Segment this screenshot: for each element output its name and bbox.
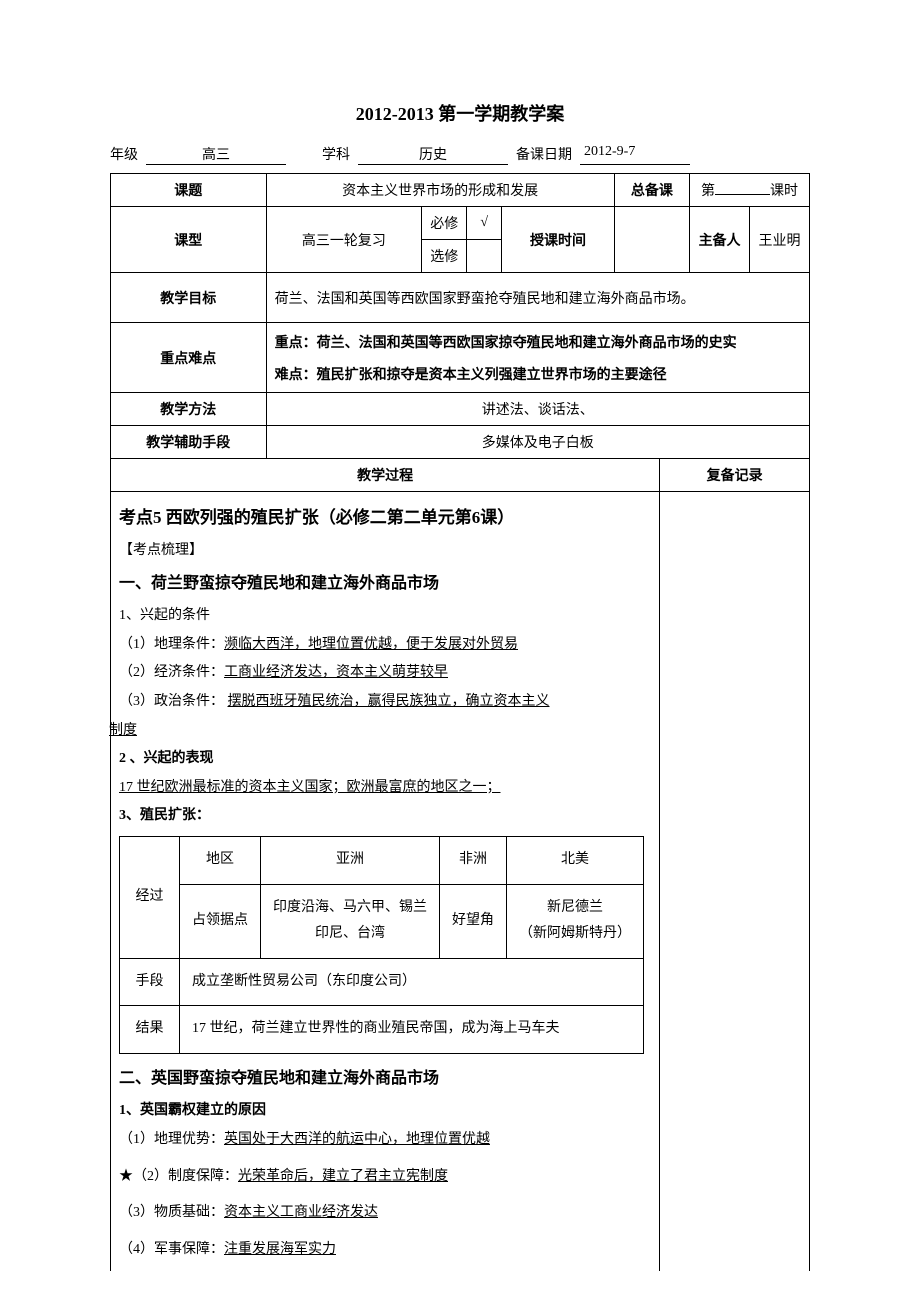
doc-title: 2012-2013 第一学期教学案 [110, 100, 810, 126]
lesson-blank [715, 181, 770, 195]
guocheng-label: 教学过程 [111, 459, 660, 492]
biaoxian-text: 17 世纪欧洲最标准的资本主义国家；欧洲最富庶的地区之一； [119, 780, 501, 795]
uk-geo-label: （1）地理优势： [119, 1132, 224, 1147]
uk-mil-line: （4）军事保障：注重发展海军实力 [119, 1237, 651, 1264]
content-cell: 考点5 西欧列强的殖民扩张（必修二第二单元第6课） 【考点梳理】 一、荷兰野蛮掠… [111, 492, 660, 1272]
feizhou-header: 非洲 [440, 837, 507, 885]
uk-sys-value: 光荣革命后，建立了君主立宪制度 [238, 1169, 448, 1184]
uk-mil-label: （4）军事保障： [119, 1242, 224, 1257]
zhongdian-text: 重点：荷兰、法国和英国等西欧国家掠夺殖民地和建立海外商品市场的史实 [275, 332, 801, 352]
uk-geo-line: （1）地理优势：英国处于大西洋的航运中心，地理位置优越 [119, 1127, 651, 1154]
zhubeiren-value: 王业明 [750, 207, 810, 273]
keti-label: 课题 [111, 174, 267, 207]
bixiu-label: 必修 [422, 207, 467, 240]
fuzhu-value: 多媒体及电子白板 [266, 426, 809, 459]
shouduan-val: 成立垄断性贸易公司（东印度公司） [180, 958, 644, 1006]
pol-value: 摆脱西班牙殖民统治，赢得民族独立，确立资本主义 [228, 694, 550, 709]
diqu-header: 地区 [180, 837, 261, 885]
di-text: 第 [701, 184, 715, 199]
uk-sys-line: ★（2）制度保障：光荣革命后，建立了君主立宪制度 [119, 1164, 651, 1191]
nandian-label: 重点难点 [111, 323, 267, 393]
xuanxiu-value [467, 240, 502, 273]
uk-mat-value: 资本主义工商业经济发达 [224, 1205, 378, 1220]
eco-label: （2）经济条件： [119, 665, 224, 680]
eco-value: 工商业经济发达，资本主义萌芽较早 [224, 665, 448, 680]
beimei-val: 新尼德兰 （新阿姆斯特丹） [507, 884, 644, 958]
uk-mil-value: 注重发展海军实力 [224, 1242, 336, 1257]
yazhou-header: 亚洲 [261, 837, 440, 885]
jieguo-val: 17 世纪，荷兰建立世界性的商业殖民帝国，成为海上马车夫 [180, 1006, 644, 1054]
geo-value: 濒临大西洋，地理位置优越，便于发展对外贸易 [224, 637, 518, 652]
sec2-1: 1、英国霸权建立的原因 [119, 1098, 651, 1125]
mubiao-label: 教学目标 [111, 273, 267, 323]
zongbeike-label: 总备课 [614, 174, 689, 207]
sec1-3: 3、殖民扩张： [119, 803, 651, 830]
nandian-text: 难点：殖民扩张和掠夺是资本主义列强建立世界市场的主要途径 [275, 364, 801, 384]
sec1-1: 1、兴起的条件 [119, 603, 651, 630]
shuli-text: 【考点梳理】 [119, 538, 651, 565]
kaodian-title: 考点5 西欧列强的殖民扩张（必修二第二单元第6课） [119, 502, 651, 534]
subject-label: 学科 [322, 144, 350, 165]
fangfa-label: 教学方法 [111, 393, 267, 426]
eco-line: （2）经济条件：工商业经济发达，资本主义萌芽较早 [119, 660, 651, 687]
fubei-label: 复备记录 [660, 459, 810, 492]
header-line: 年级 高三 学科 历史 备课日期 2012-9-7 [110, 144, 810, 165]
pol-line: （3）政治条件： 摆脱西班牙殖民统治，赢得民族独立，确立资本主义 [119, 689, 651, 716]
sec2-title: 二、英国野蛮掠夺殖民地和建立海外商品市场 [119, 1064, 651, 1094]
fuzhu-label: 教学辅助手段 [111, 426, 267, 459]
subject-value: 历史 [358, 144, 508, 165]
shouduan-label: 手段 [120, 958, 180, 1006]
shouke-value [614, 207, 689, 273]
beimei-header: 北美 [507, 837, 644, 885]
shouke-label: 授课时间 [502, 207, 614, 273]
uk-mat-line: （3）物质基础：资本主义工商业经济发达 [119, 1200, 651, 1227]
grade-value: 高三 [146, 144, 286, 165]
pol-label: （3）政治条件： [119, 694, 224, 709]
geo-label: （1）地理条件： [119, 637, 224, 652]
bixiu-check: √ [467, 207, 502, 240]
date-value: 2012-9-7 [580, 144, 690, 165]
nandian-value: 重点：荷兰、法国和英国等西欧国家掠夺殖民地和建立海外商品市场的史实 难点：殖民扩… [266, 323, 809, 393]
main-table: 课题 资本主义世界市场的形成和发展 总备课 第 课时 课型 高三一轮复习 必修 √… [110, 173, 810, 1271]
colonial-table: 经过 地区 亚洲 非洲 北美 占领据点 印度沿海、马六甲、锡兰 印尼、台湾 好望… [119, 836, 644, 1054]
grade-label: 年级 [110, 144, 138, 165]
uk-mat-label: （3）物质基础： [119, 1205, 224, 1220]
zhanling-cell: 占领据点 [180, 884, 261, 958]
jingguo-cell: 经过 [120, 837, 180, 959]
uk-sys-label: ★（2）制度保障： [119, 1169, 238, 1184]
fubei-content [660, 492, 810, 1272]
mubiao-value: 荷兰、法国和英国等西欧国家野蛮抢夺殖民地和建立海外商品市场。 [266, 273, 809, 323]
zhubeiren-label: 主备人 [690, 207, 750, 273]
fangfa-value: 讲述法、谈话法、 [266, 393, 809, 426]
zhidu-text: 制度 [109, 723, 137, 738]
keshi-text: 课时 [770, 184, 798, 199]
sec1-2: 2 、兴起的表现 [119, 746, 651, 773]
date-label: 备课日期 [516, 144, 572, 165]
kexing-value: 高三一轮复习 [266, 207, 422, 273]
geo-line: （1）地理条件：濒临大西洋，地理位置优越，便于发展对外贸易 [119, 632, 651, 659]
xuanxiu-label: 选修 [422, 240, 467, 273]
jieguo-label: 结果 [120, 1006, 180, 1054]
feizhou-val: 好望角 [440, 884, 507, 958]
uk-geo-value: 英国处于大西洋的航运中心，地理位置优越 [224, 1132, 490, 1147]
keti-value: 资本主义世界市场的形成和发展 [266, 174, 614, 207]
yazhou-val: 印度沿海、马六甲、锡兰 印尼、台湾 [261, 884, 440, 958]
keshi-cell: 第 课时 [690, 174, 810, 207]
kexing-label: 课型 [111, 207, 267, 273]
sec1-title: 一、荷兰野蛮掠夺殖民地和建立海外商品市场 [119, 569, 651, 599]
